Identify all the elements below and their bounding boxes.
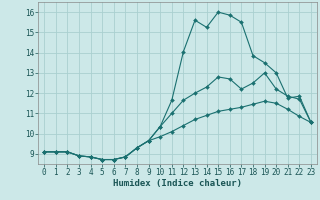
X-axis label: Humidex (Indice chaleur): Humidex (Indice chaleur) [113, 179, 242, 188]
